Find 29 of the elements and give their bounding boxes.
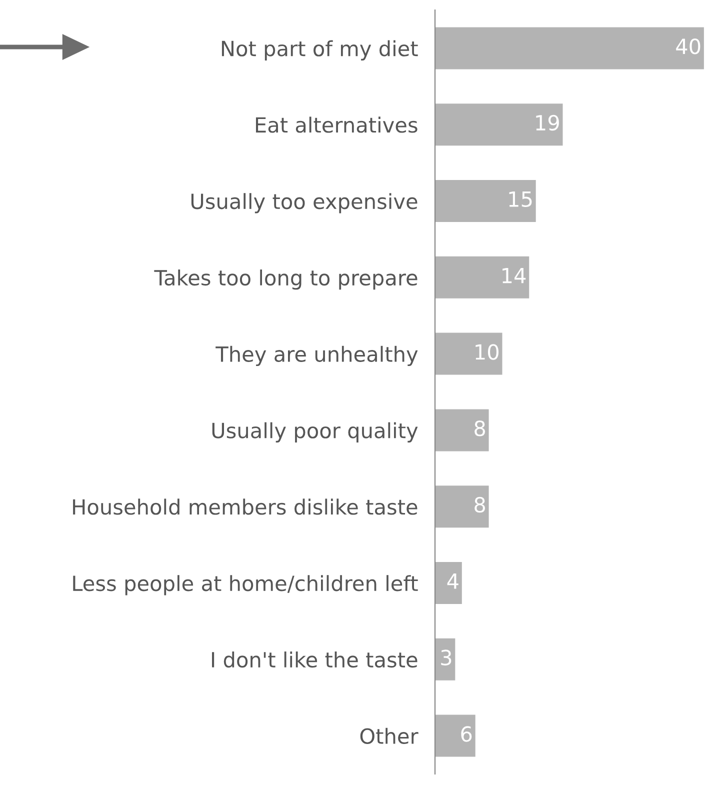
data-label: 8 <box>474 420 486 436</box>
y-tick-label: Takes too long to prepare <box>154 269 418 290</box>
data-label: 6 <box>461 726 472 742</box>
bar <box>435 562 462 604</box>
bar <box>435 256 530 298</box>
bar <box>435 180 536 222</box>
bar <box>435 409 489 452</box>
data-label: 14 <box>502 268 526 284</box>
bar <box>435 104 563 146</box>
y-tick-label: I don't like the taste <box>212 651 418 668</box>
bar <box>435 27 704 70</box>
y-tick-label: Less people at home/children left <box>73 575 418 596</box>
data-label: 8 <box>474 496 486 513</box>
data-label: 4 <box>447 574 458 589</box>
bar <box>435 486 489 528</box>
bar <box>435 332 502 375</box>
data-label: 15 <box>509 192 532 208</box>
data-label: 40 <box>676 38 700 54</box>
y-tick-label: They are unhealthy <box>216 346 418 366</box>
y-tick-label: Usually too expensive <box>191 193 418 214</box>
data-label: 10 <box>476 344 498 360</box>
bar <box>435 714 476 757</box>
y-tick-label: Not part of my diet <box>222 40 418 60</box>
data-label: 19 <box>536 114 559 131</box>
y-tick-label: Other <box>360 728 418 744</box>
y-tick-label: Usually poor quality <box>212 422 418 442</box>
y-tick-label: Household members dislike taste <box>73 498 418 515</box>
y-tick-label: Eat alternatives <box>256 116 418 133</box>
data-label: 3 <box>441 650 452 666</box>
